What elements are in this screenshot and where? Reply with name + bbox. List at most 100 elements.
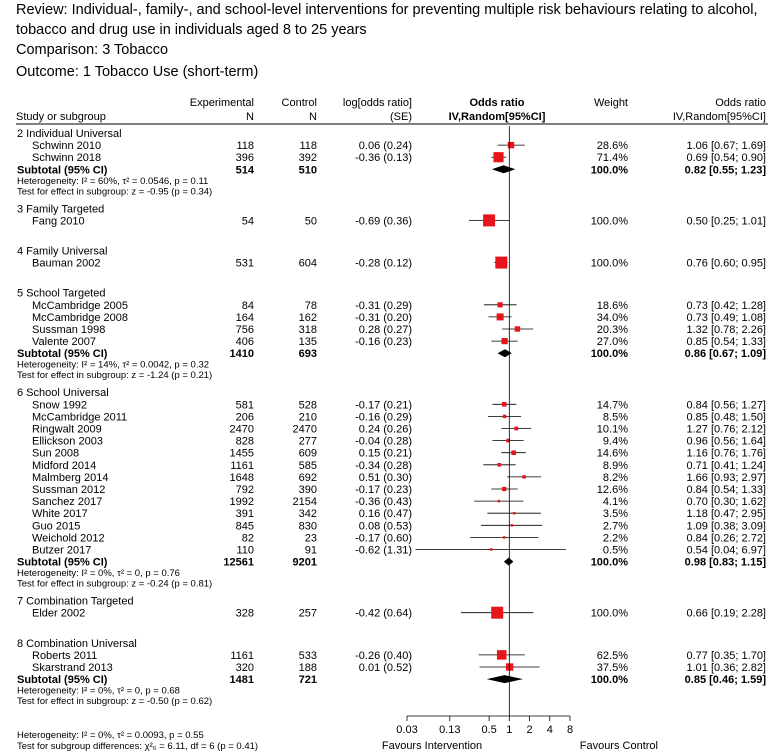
study-exp-n: 1161 bbox=[230, 460, 254, 472]
study-square bbox=[511, 450, 516, 455]
study-log-or: -0.62 (1.31) bbox=[355, 545, 412, 557]
study-name: Valente 2007 bbox=[32, 336, 96, 348]
study-log-or: -0.16 (0.29) bbox=[355, 411, 412, 423]
study-ctrl-n: 528 bbox=[299, 399, 317, 411]
study-log-or: -0.17 (0.21) bbox=[355, 399, 412, 411]
study-exp-n: 110 bbox=[236, 545, 254, 557]
study-exp-n: 1455 bbox=[230, 448, 254, 460]
study-log-or: -0.36 (0.43) bbox=[355, 496, 412, 508]
subgroup-title: 2 Individual Universal bbox=[17, 128, 122, 140]
study-or-ci: 0.76 [0.60; 0.95] bbox=[686, 258, 766, 270]
study-or-ci: 0.54 [0.04; 6.97] bbox=[686, 545, 766, 557]
header-experimental-n: N bbox=[246, 111, 254, 123]
study-exp-n: 531 bbox=[236, 258, 254, 270]
study-exp-n: 206 bbox=[236, 411, 254, 423]
study-or-ci: 1.27 [0.76; 2.12] bbox=[686, 424, 766, 436]
subtotal-weight: 100.0% bbox=[591, 348, 629, 360]
study-ctrl-n: 23 bbox=[305, 532, 317, 544]
study-name: Schwinn 2010 bbox=[32, 140, 101, 152]
study-square bbox=[512, 511, 516, 515]
study-name: Skarstrand 2013 bbox=[32, 662, 113, 674]
subtotal-exp-n: 1481 bbox=[230, 674, 254, 686]
study-or-ci: 1.18 [0.47; 2.95] bbox=[686, 508, 766, 520]
review-title-line-1: Review: Individual-, family-, and school… bbox=[16, 2, 758, 18]
study-square bbox=[522, 475, 526, 479]
study-weight: 100.0% bbox=[591, 258, 629, 270]
subgroup-effect-test: Test for effect in subgroup: z = -0.50 (… bbox=[17, 696, 212, 707]
study-square bbox=[501, 337, 508, 345]
study-square bbox=[514, 426, 519, 431]
header-study: Study or subgroup bbox=[16, 111, 106, 123]
study-weight: 28.6% bbox=[597, 140, 628, 152]
study-exp-n: 2470 bbox=[230, 424, 254, 436]
study-weight: 8.2% bbox=[603, 472, 628, 484]
study-or-ci: 0.84 [0.26; 2.72] bbox=[686, 532, 766, 544]
subtotal-label: Subtotal (95% CI) bbox=[17, 674, 108, 686]
x-tick-label: 4 bbox=[547, 724, 553, 736]
study-ctrl-n: 257 bbox=[299, 608, 317, 620]
study-ctrl-n: 604 bbox=[299, 258, 317, 270]
study-exp-n: 396 bbox=[236, 152, 254, 164]
subtotal-or-ci: 0.82 [0.55; 1.23] bbox=[685, 164, 767, 176]
study-ctrl-n: 392 bbox=[299, 152, 317, 164]
header-weight: Weight bbox=[594, 97, 628, 109]
study-ctrl-n: 277 bbox=[299, 436, 317, 448]
study-weight: 2.7% bbox=[603, 520, 628, 532]
study-ctrl-n: 118 bbox=[299, 140, 317, 152]
study-weight: 27.0% bbox=[597, 336, 628, 348]
study-ctrl-n: 188 bbox=[299, 662, 317, 674]
subgroup-title: 5 School Targeted bbox=[17, 288, 105, 300]
study-log-or: -0.36 (0.13) bbox=[355, 152, 412, 164]
study-name: Sun 2008 bbox=[32, 448, 79, 460]
study-or-ci: 0.70 [0.30; 1.62] bbox=[686, 496, 766, 508]
study-square bbox=[501, 401, 507, 407]
study-exp-n: 845 bbox=[236, 520, 254, 532]
subtotal-diamond bbox=[497, 349, 512, 358]
study-or-ci: 0.50 [0.25; 1.01] bbox=[686, 215, 766, 227]
study-name: Ellickson 2003 bbox=[32, 436, 103, 448]
subtotal-exp-n: 12561 bbox=[223, 557, 254, 569]
study-or-ci: 1.66 [0.93; 2.97] bbox=[686, 472, 766, 484]
study-name: Snow 1992 bbox=[32, 399, 87, 411]
subgroup-heterogeneity: Heterogeneity: I² = 14%, τ² = 0.0042, p … bbox=[17, 360, 209, 371]
subgroup-title: 8 Combination Universal bbox=[17, 638, 137, 650]
subgroup-differences-test: Test for subgroup differences: χ²₆ = 6.1… bbox=[17, 741, 258, 751]
study-ctrl-n: 318 bbox=[299, 324, 317, 336]
study-ctrl-n: 390 bbox=[299, 484, 317, 496]
study-name: Bauman 2002 bbox=[32, 258, 101, 270]
study-weight: 37.5% bbox=[597, 662, 628, 674]
study-ctrl-n: 78 bbox=[305, 300, 317, 312]
study-weight: 9.4% bbox=[603, 436, 628, 448]
study-exp-n: 756 bbox=[236, 324, 254, 336]
study-or-ci: 0.85 [0.54; 1.33] bbox=[686, 336, 766, 348]
subtotal-label: Subtotal (95% CI) bbox=[17, 348, 108, 360]
study-or-ci: 1.01 [0.36; 2.82] bbox=[686, 662, 766, 674]
study-or-ci: 0.84 [0.54; 1.33] bbox=[686, 484, 766, 496]
study-or-ci: 1.09 [0.38; 3.09] bbox=[686, 520, 766, 532]
study-square bbox=[496, 650, 507, 660]
study-exp-n: 1992 bbox=[230, 496, 254, 508]
study-weight: 2.2% bbox=[603, 532, 628, 544]
header-log-se: (SE) bbox=[390, 111, 412, 123]
study-name: McCambridge 2011 bbox=[32, 411, 127, 423]
subtotal-weight: 100.0% bbox=[591, 674, 629, 686]
study-log-or: -0.16 (0.23) bbox=[355, 336, 412, 348]
study-weight: 0.5% bbox=[603, 545, 628, 557]
subgroup-heterogeneity: Heterogeneity: I² = 60%, τ² = 0.0546, p … bbox=[17, 176, 208, 187]
outcome-label: Outcome: 1 Tobacco Use (short-term) bbox=[16, 64, 259, 80]
subtotal-ctrl-n: 9201 bbox=[293, 557, 317, 569]
study-square bbox=[497, 463, 502, 467]
subtotal-diamond bbox=[503, 557, 514, 566]
study-exp-n: 581 bbox=[236, 399, 254, 411]
study-log-or: -0.28 (0.12) bbox=[355, 258, 412, 270]
header-log-odds-ratio: log[odds ratio] bbox=[343, 97, 412, 109]
study-square bbox=[490, 548, 493, 551]
study-ctrl-n: 2470 bbox=[293, 424, 317, 436]
study-ctrl-n: 609 bbox=[299, 448, 317, 460]
study-exp-n: 328 bbox=[236, 608, 254, 620]
subgroup-title: 7 Combination Targeted bbox=[17, 596, 134, 608]
header-control-n: N bbox=[309, 111, 317, 123]
study-square bbox=[506, 438, 510, 443]
study-ctrl-n: 210 bbox=[299, 411, 317, 423]
study-square bbox=[493, 152, 504, 163]
